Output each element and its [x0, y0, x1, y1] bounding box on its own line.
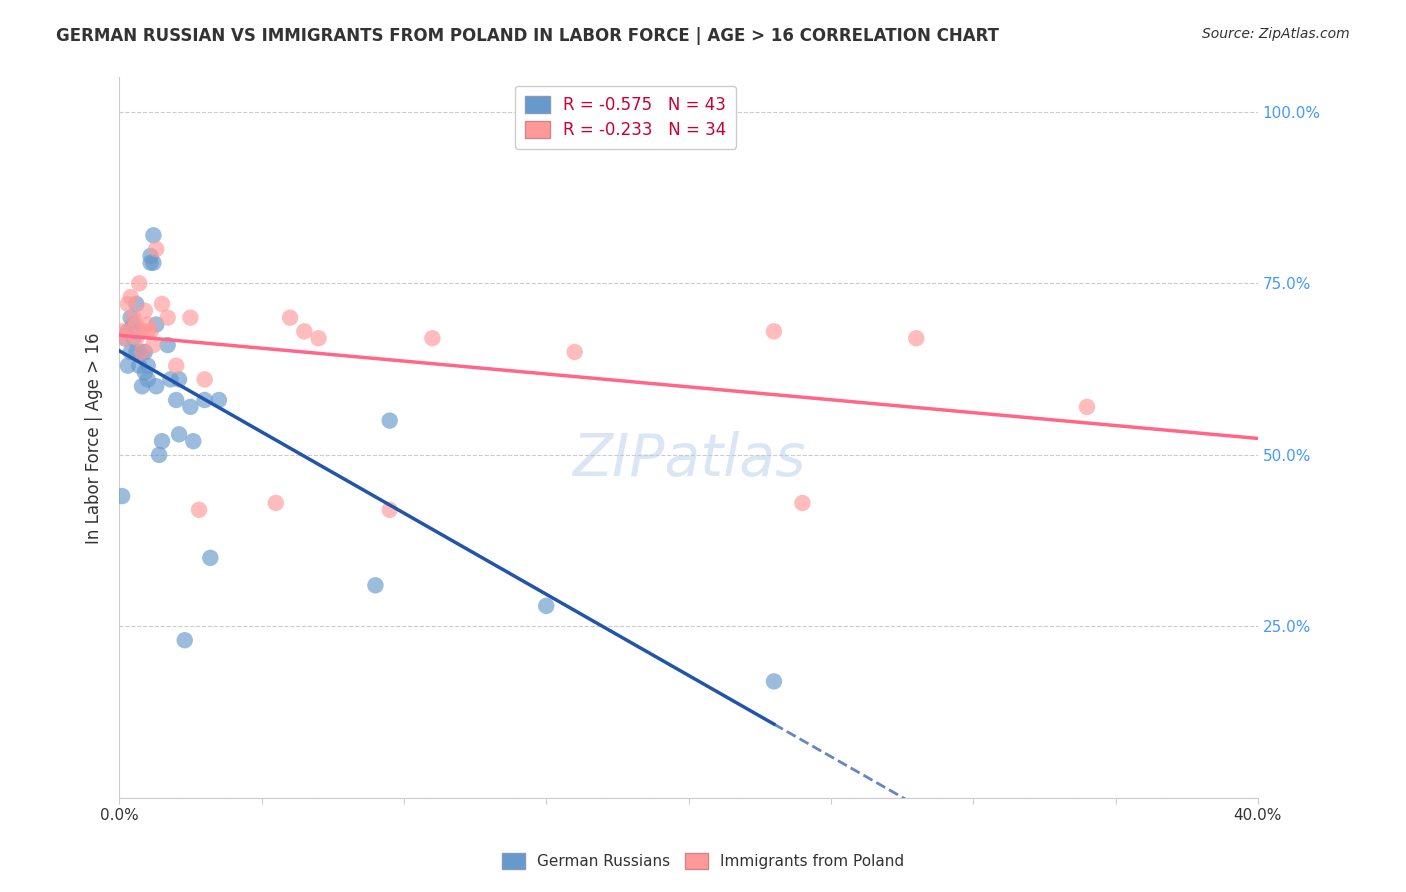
Point — [179, 400, 201, 414]
Point — [181, 434, 204, 449]
Point — [378, 414, 401, 428]
Point — [139, 249, 162, 263]
Point — [278, 310, 301, 325]
Point — [117, 324, 139, 338]
Y-axis label: In Labor Force | Age > 16: In Labor Force | Age > 16 — [86, 332, 103, 543]
Point — [136, 324, 159, 338]
Point — [264, 496, 287, 510]
Point — [120, 290, 142, 304]
Text: ZIPatlas: ZIPatlas — [572, 431, 806, 488]
Point — [194, 392, 217, 407]
Point — [200, 550, 222, 565]
Point — [145, 318, 167, 332]
Point — [167, 427, 190, 442]
Point — [292, 324, 315, 338]
Point — [136, 359, 159, 373]
Point — [142, 228, 165, 243]
Point — [122, 318, 145, 332]
Point — [145, 242, 167, 256]
Point — [194, 372, 217, 386]
Point — [208, 392, 231, 407]
Point — [114, 331, 136, 345]
Point — [131, 379, 153, 393]
Point — [148, 448, 170, 462]
Point — [762, 674, 785, 689]
Point — [156, 338, 179, 352]
Point — [179, 310, 201, 325]
Point — [111, 489, 134, 503]
Point — [117, 297, 139, 311]
Point — [111, 324, 134, 338]
Point — [173, 633, 195, 648]
Point — [165, 359, 187, 373]
Point — [536, 599, 558, 613]
Point — [378, 503, 401, 517]
Point — [136, 372, 159, 386]
Point — [1076, 400, 1098, 414]
Point — [159, 372, 181, 386]
Point — [128, 359, 150, 373]
Point — [131, 345, 153, 359]
Point — [139, 256, 162, 270]
Point — [125, 318, 148, 332]
Point — [114, 331, 136, 345]
Point — [136, 318, 159, 332]
Text: GERMAN RUSSIAN VS IMMIGRANTS FROM POLAND IN LABOR FORCE | AGE > 16 CORRELATION C: GERMAN RUSSIAN VS IMMIGRANTS FROM POLAND… — [56, 27, 1000, 45]
Point — [117, 324, 139, 338]
Point — [120, 324, 142, 338]
Point — [128, 277, 150, 291]
Point — [134, 303, 156, 318]
Point — [134, 366, 156, 380]
Point — [156, 310, 179, 325]
Point — [762, 324, 785, 338]
Point — [188, 503, 211, 517]
Text: Source: ZipAtlas.com: Source: ZipAtlas.com — [1202, 27, 1350, 41]
Point — [792, 496, 814, 510]
Point — [422, 331, 444, 345]
Point — [308, 331, 330, 345]
Point — [125, 297, 148, 311]
Point — [122, 310, 145, 325]
Point — [905, 331, 928, 345]
Point — [150, 434, 173, 449]
Point — [131, 324, 153, 338]
Point — [125, 331, 148, 345]
Point — [125, 345, 148, 359]
Point — [120, 310, 142, 325]
Point — [167, 372, 190, 386]
Point — [117, 359, 139, 373]
Point — [150, 297, 173, 311]
Point — [125, 324, 148, 338]
Point — [120, 345, 142, 359]
Point — [131, 345, 153, 359]
Point — [139, 324, 162, 338]
Point — [128, 324, 150, 338]
Point — [122, 331, 145, 345]
Point — [142, 338, 165, 352]
Point — [564, 345, 586, 359]
Point — [165, 392, 187, 407]
Point — [142, 256, 165, 270]
Point — [145, 379, 167, 393]
Legend: German Russians, Immigrants from Poland: German Russians, Immigrants from Poland — [495, 847, 911, 875]
Legend: R = -0.575   N = 43, R = -0.233   N = 34: R = -0.575 N = 43, R = -0.233 N = 34 — [515, 86, 737, 149]
Point — [134, 345, 156, 359]
Point — [364, 578, 387, 592]
